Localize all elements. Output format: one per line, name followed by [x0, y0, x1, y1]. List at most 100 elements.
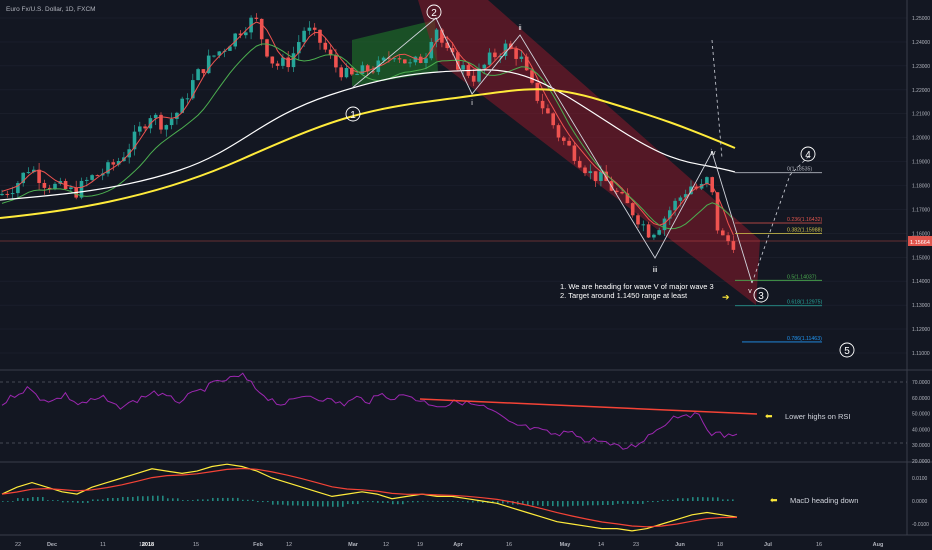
candle-body: [530, 70, 534, 83]
macd-hist-bar: [582, 501, 584, 506]
macd-hist-bar: [547, 501, 549, 507]
candle-body: [318, 29, 322, 43]
time-tick-label: 15: [193, 542, 199, 548]
macd-hist-bar: [7, 501, 9, 502]
macd-hist-bar: [22, 498, 24, 501]
symbol-label: Euro Fx/U.S. Dollar, 1D, FXCM: [6, 6, 96, 13]
macd-hist-bar: [282, 501, 284, 505]
candle-body: [731, 241, 736, 250]
macd-hist-bar: [82, 501, 84, 503]
ma-white-line: [0, 69, 736, 201]
time-tick-label: 22: [15, 542, 21, 548]
macd-hist-bar: [112, 497, 114, 501]
macd-hist-bar: [67, 501, 69, 503]
macd-hist-bar: [412, 501, 414, 503]
candle-body: [138, 126, 142, 132]
macd-hist-bar: [392, 501, 394, 505]
candle-body: [620, 192, 624, 194]
time-tick-label: 18: [139, 542, 145, 548]
candle-body: [593, 171, 598, 181]
grid: [0, 17, 907, 354]
candle-body: [524, 56, 529, 71]
candle-body: [90, 175, 94, 180]
candle-body: [164, 125, 169, 130]
macd-hist-bar: [237, 497, 239, 501]
candle-body: [668, 210, 672, 219]
macd-hist-bar: [277, 501, 279, 505]
time-tick-label: May: [560, 542, 572, 548]
candle-body: [604, 171, 608, 182]
price-tick-label: 1.13000: [912, 303, 930, 309]
macd-hist-bar: [687, 498, 689, 501]
note-line-1: 1. We are heading for wave V of major wa…: [560, 282, 714, 291]
macd-hist-bar: [472, 501, 474, 503]
rsi-axis: 70.0000 60.0000 50.0000 40.0000 30.0000 20.00…: [912, 380, 930, 465]
wave5-circle: [839, 342, 855, 358]
candle-body: [424, 58, 428, 64]
candle-body: [244, 32, 248, 36]
candle-body: [106, 162, 110, 174]
macd-hist-bar: [462, 501, 464, 502]
candle-body: [588, 171, 593, 174]
price-tick-label: 1.16000: [912, 231, 930, 237]
macd-hist-bar: [157, 495, 159, 501]
minor-i-label: i: [471, 100, 473, 107]
candle-body: [387, 57, 391, 59]
macd-hist-bar: [672, 499, 674, 501]
macd-hist-bar: [677, 498, 679, 501]
candle-body: [185, 98, 190, 100]
macd-hist-bar: [187, 500, 189, 501]
macd-tick-label: -0.0100: [912, 522, 929, 528]
macd-signal-line: [1, 467, 738, 528]
candle-body: [434, 29, 439, 42]
time-tick-label: Dec: [47, 542, 57, 548]
candle-body: [360, 65, 365, 75]
candle-body: [615, 190, 619, 193]
macd-tick-label: 0.0000: [912, 499, 928, 505]
ma-yellow-line: [0, 88, 736, 219]
macd-hist-bar: [522, 501, 524, 505]
macd-hist-bar: [72, 501, 74, 503]
rsi-note: Lower highs on RSI: [785, 412, 850, 421]
rsi-trendline: [419, 398, 758, 415]
candle-body: [461, 65, 465, 70]
price-tick-label: 1.18000: [912, 184, 930, 190]
candle-body: [233, 33, 237, 47]
macd-hist-bar: [607, 501, 609, 505]
price-tick-label: 1.19000: [912, 160, 930, 166]
macd-hist-bar: [702, 497, 704, 501]
macd-hist-bar: [152, 495, 154, 501]
candle-body: [365, 65, 370, 72]
candle-body: [652, 234, 656, 238]
macd-hist-bar: [532, 501, 534, 506]
candle-body: [456, 52, 460, 70]
macd-hist-bar: [377, 501, 379, 503]
macd-hist-bar: [627, 501, 629, 504]
macd-hist-bar: [557, 501, 559, 507]
candle-body: [646, 224, 651, 238]
macd-hist-bar: [142, 496, 144, 501]
candle-body: [503, 43, 508, 56]
macd-hist-bar: [512, 501, 514, 505]
time-tick-label: Apr: [453, 542, 463, 548]
macd-hist-bar: [87, 501, 89, 503]
macd-hist-bar: [467, 501, 469, 503]
candle-body: [577, 160, 582, 168]
time-tick-label: 18: [717, 542, 723, 548]
candle-body: [392, 58, 396, 60]
macd-hist-bar: [542, 501, 544, 507]
candle-body: [307, 27, 312, 31]
minor-ii-label: ii: [518, 25, 522, 32]
candle-body: [32, 169, 36, 173]
candle-body: [678, 197, 683, 201]
projection-dash-1: [711, 39, 723, 159]
macd-hist-bar: [257, 501, 259, 503]
macd-hist-bar: [482, 501, 484, 503]
macd-hist-bar: [422, 500, 424, 502]
candle-body: [493, 52, 497, 58]
macd-hist-bar: [92, 499, 94, 501]
macd-hist-bar: [682, 498, 684, 501]
candle-body: [312, 27, 317, 30]
macd-hist-bar: [372, 501, 374, 503]
macd-hist-bar: [207, 499, 209, 501]
